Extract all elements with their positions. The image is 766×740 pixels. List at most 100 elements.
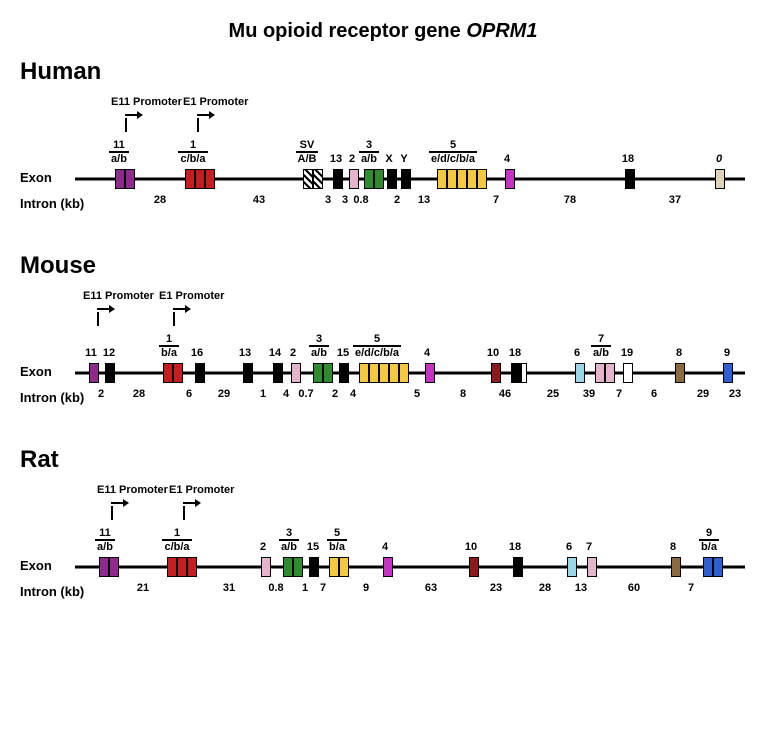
intron-length: 60 [628,582,640,594]
exon-box [359,363,369,383]
intron-length: 2 [394,194,400,206]
exon-label: 8 [676,348,682,360]
exon-box [261,557,271,577]
exon-box [195,169,205,189]
exon-box [243,363,253,383]
promoter-arrow-icon: E1 Promoter [193,114,211,132]
intron-length: 7 [688,582,694,594]
exon-box [575,363,585,383]
exon-label: 15 [337,348,349,360]
intron-length: 7 [493,194,499,206]
exon-box [713,557,723,577]
exon-label: 4 [382,542,388,554]
exon-label: 18 [509,542,521,554]
intron-length: 7 [320,582,326,594]
exon-box [205,169,215,189]
exon-label: 13 [330,154,342,166]
exon-label: 3a/b [279,528,299,554]
exon-box [595,363,605,383]
exon-box [457,169,467,189]
exon-label: 3a/b [309,334,329,360]
intron-length: 31 [223,582,235,594]
intron-length: 6 [651,388,657,400]
exon-label: 19 [621,348,633,360]
exon-box [671,557,681,577]
intron-length: 3 [325,194,331,206]
exon-label: 6 [574,348,580,360]
exon-label: 5e/d/c/b/a [353,334,401,360]
gene-track [75,166,745,192]
intron-length: 46 [499,388,511,400]
intron-length: 37 [669,194,681,206]
exon-label: 3a/b [359,140,379,166]
exon-box [703,557,713,577]
intron-length: 1 [302,582,308,594]
intron-length: 39 [583,388,595,400]
intron-length: 8 [460,388,466,400]
intron-length: 7 [616,388,622,400]
species-name: Human [20,58,746,86]
intron-length: 2 [332,388,338,400]
exon-box [187,557,197,577]
exon-label: 1c/b/a [162,528,192,554]
exon-box [273,363,283,383]
exon-box [323,363,333,383]
exon-box [623,363,633,383]
exon-box [333,169,343,189]
exon-label: 12 [103,348,115,360]
intron-length: 0.7 [298,388,313,400]
exon-label: 10 [487,348,499,360]
exon-box [723,363,733,383]
exon-label: Y [400,154,407,166]
exon-box [374,169,384,189]
exon-label: X [385,154,392,166]
intron-length: 0.8 [268,582,283,594]
exon-box [105,363,115,383]
intron-length: 29 [218,388,230,400]
exon-box [469,557,479,577]
exon-label: 2 [260,542,266,554]
intron-length: 9 [363,582,369,594]
promoter-label: E1 Promoter [169,484,234,496]
exon-box [511,363,521,383]
exon-box [383,557,393,577]
main-title: Mu opioid receptor gene OPRM1 [20,20,746,43]
title-gene: OPRM1 [466,20,537,42]
exon-box [364,169,374,189]
intron-length: 0.8 [353,194,368,206]
intron-length: 13 [575,582,587,594]
exon-box [177,557,187,577]
promoter-arrow-icon: E11 Promoter [121,114,139,132]
gene-track [75,554,745,580]
intron-length: 2 [98,388,104,400]
promoter-label: E1 Promoter [183,96,248,108]
exon-box [567,557,577,577]
intron-length: 21 [137,582,149,594]
exon-box [425,363,435,383]
exon-box [99,557,109,577]
exon-label: 11a/b [109,140,129,166]
exon-box [89,363,99,383]
exon-box [587,557,597,577]
exon-box [491,363,501,383]
intron-length: 28 [539,582,551,594]
exon-box [401,169,411,189]
exon-box [477,169,487,189]
exon-row-label: Exon [20,170,52,185]
promoter-label: E11 Promoter [111,96,182,108]
exon-label: 16 [191,348,203,360]
exon-label: 11 [85,348,97,360]
intron-length: 4 [350,388,356,400]
exon-box [115,169,125,189]
exon-box [291,363,301,383]
exon-box [283,557,293,577]
exon-label: 4 [424,348,430,360]
promoter-arrow-icon: E11 Promoter [93,308,111,326]
promoter-arrow-icon: E11 Promoter [107,502,125,520]
exon-box [399,363,409,383]
exon-box [387,169,397,189]
intron-length: 43 [253,194,265,206]
exon-label: 18 [622,154,634,166]
exon-label: 14 [269,348,281,360]
exon-box [313,363,323,383]
